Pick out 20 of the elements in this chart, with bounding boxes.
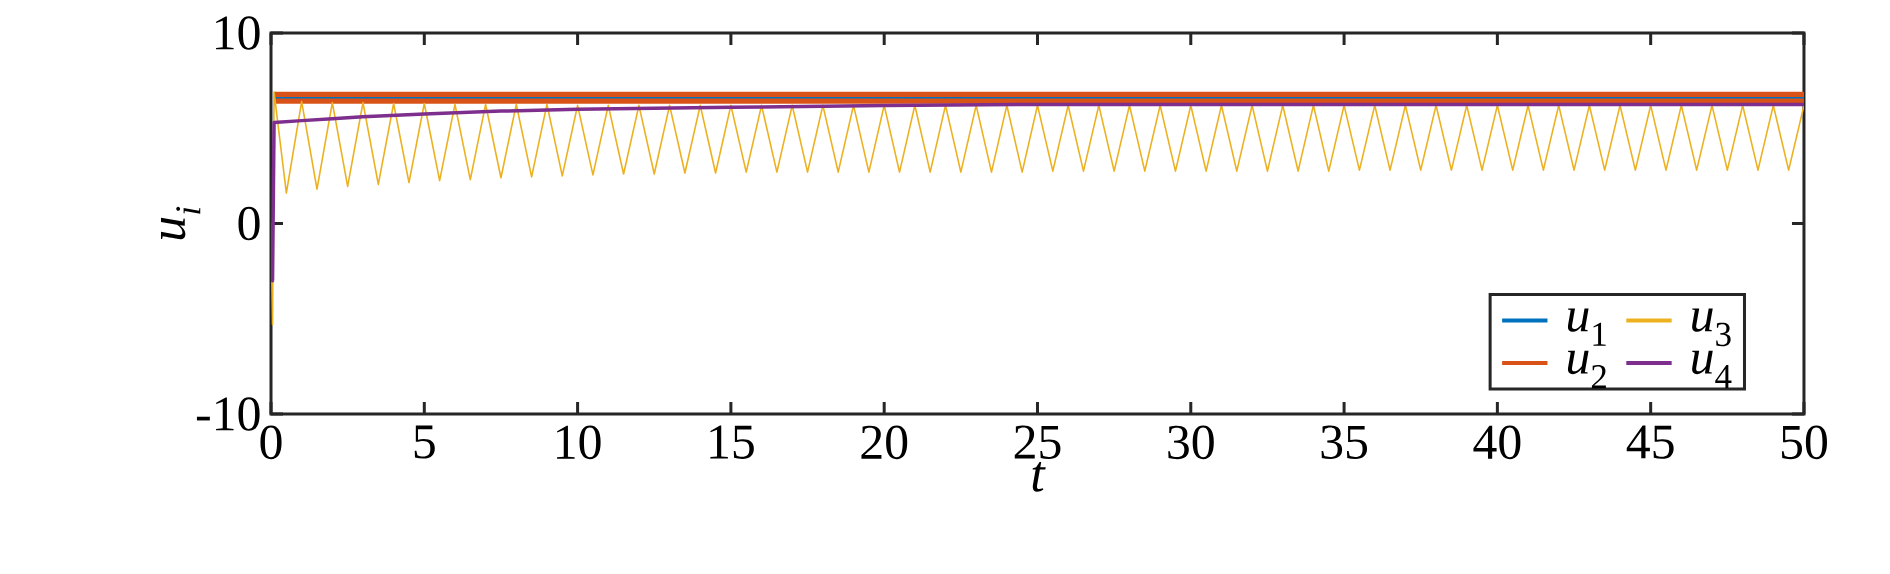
x-tick-label: 20 <box>861 425 908 460</box>
x-axis-title: t <box>1032 461 1046 492</box>
y-tick-label: -10 <box>196 397 260 431</box>
x-tick-label: 35 <box>1321 425 1368 459</box>
y-axis-title: u$_{i}$ <box>160 206 201 240</box>
y-tick-label: 10 <box>216 16 260 50</box>
x-tick-label: 25 <box>1014 425 1061 459</box>
x-tick-label: 10 <box>557 425 601 460</box>
x-tick-label: 15 <box>710 425 754 459</box>
legend-label: u$_{4}$ <box>1692 350 1732 388</box>
x-tick-label: 30 <box>1168 425 1214 460</box>
x-tick-label: 50 <box>1781 425 1827 460</box>
x-tick-label: 45 <box>1626 425 1674 459</box>
x-tick-label: 40 <box>1473 425 1521 460</box>
legend-label: u$_{2}$ <box>1567 350 1606 389</box>
legend-label: u$_{3}$ <box>1692 308 1731 347</box>
y-tick-label: 0 <box>238 206 260 241</box>
legend-label: u$_{1}$ <box>1567 308 1606 346</box>
x-tick-label: 5 <box>414 425 435 459</box>
x-tick-label: 0 <box>260 425 282 460</box>
